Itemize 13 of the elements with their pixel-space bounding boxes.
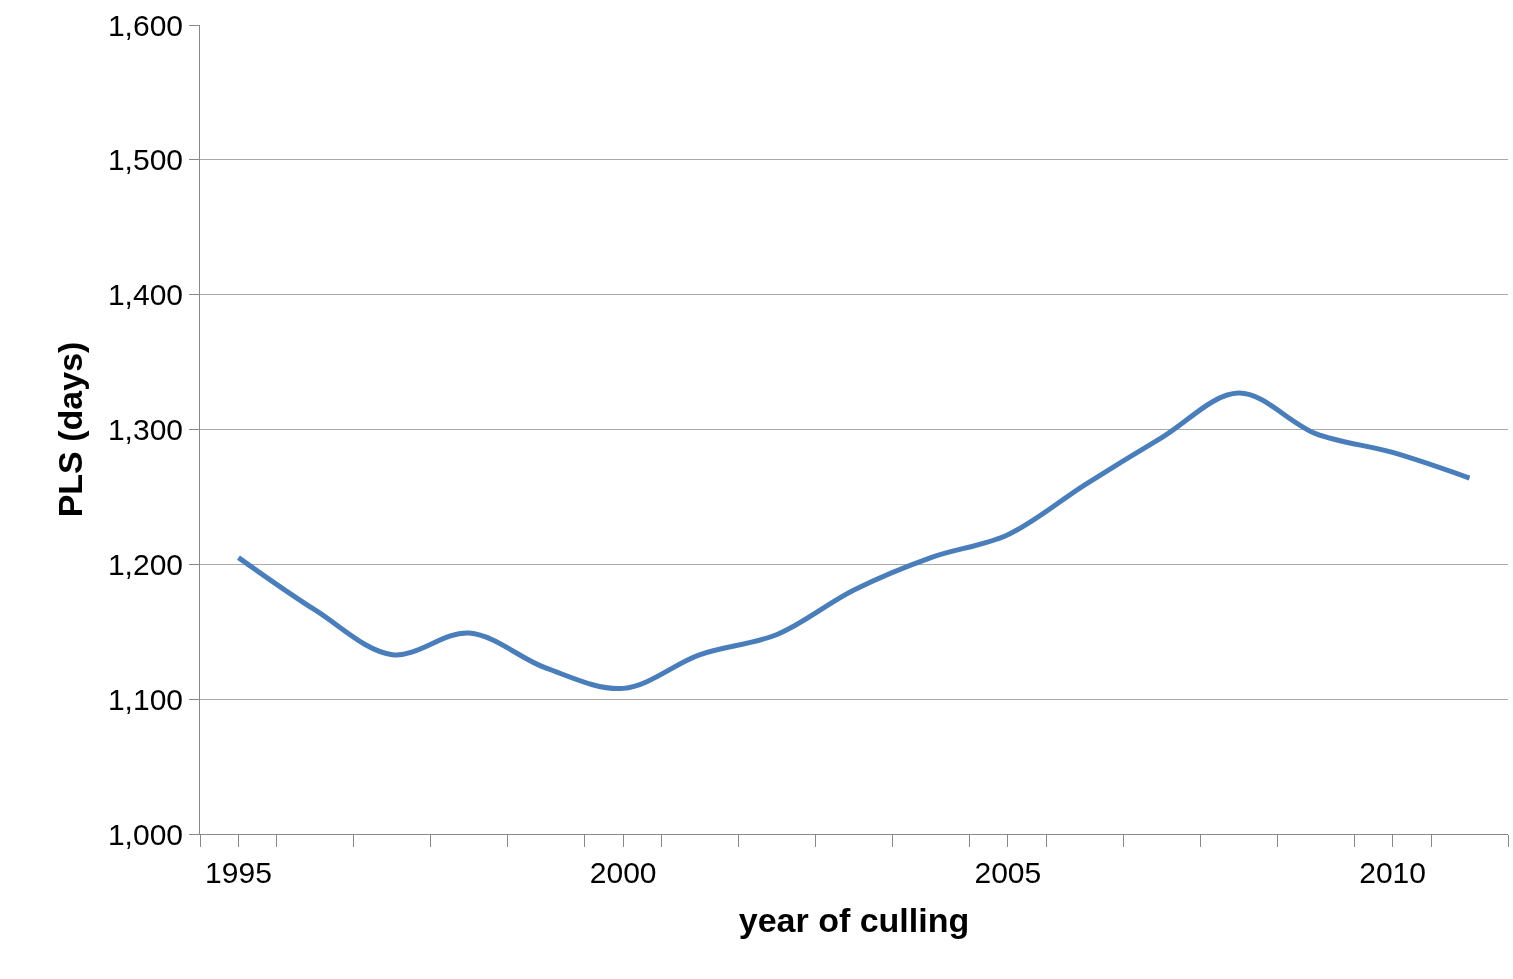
y-tick-label: 1,500: [107, 143, 183, 177]
x-tick-label: 1995: [205, 856, 272, 889]
x-axis-title: year of culling: [738, 901, 970, 940]
y-tick-label: 1,400: [107, 278, 183, 312]
y-tick-label: 1,300: [107, 413, 183, 446]
y-tick-label: 1,200: [107, 547, 183, 581]
x-tick-label: 2005: [974, 856, 1042, 889]
y-axis-title: PLS (days): [50, 341, 89, 518]
y-tick-label: 1,100: [107, 682, 183, 716]
x-tick-label: 2000: [589, 856, 657, 889]
x-tick-label: 2010: [1359, 856, 1426, 889]
y-tick-label: 1,000: [107, 817, 183, 851]
y-tick-label: 1,600: [107, 8, 183, 42]
